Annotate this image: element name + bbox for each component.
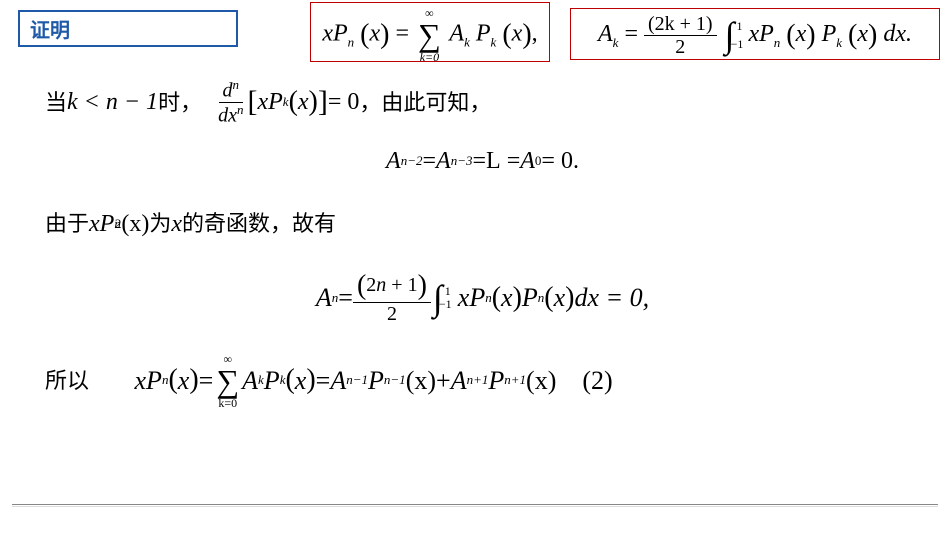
x3: (x) (121, 205, 149, 243)
coefficient-box: Ak = (2k + 1) 2 ∫ 1 −1 xPn (x) Pk (x) dx… (570, 8, 940, 60)
proof-label-text: 证明 (30, 20, 70, 42)
eq-tag: (2) (582, 360, 612, 402)
deriv-frac: dn dxn (214, 78, 247, 126)
lparen: ( (360, 19, 369, 50)
dx: dx. (883, 21, 912, 47)
P: P (476, 21, 491, 47)
line-final: 所以 xPn (x) = ∞ ∑ k=0 Ak Pk (x) = An−1 Pn… (45, 353, 920, 409)
line-derivative: 当 k < n − 1 时， dn dxn [ xPk (x) ] = 0 ，由… (45, 78, 920, 126)
rparen: ) (380, 19, 389, 50)
xx3: x (171, 205, 182, 243)
lbracket: [ (247, 78, 257, 126)
A: A (449, 21, 464, 47)
mid3: 为 (149, 206, 171, 241)
line-odd-function: 由于 xPn2 (x) 为 x 的奇函数，故有 (45, 205, 920, 243)
lparen2: ( (502, 19, 511, 50)
expansion-box: xPn (x) = ∞ ∑ k=0 Ak Pk (x), (310, 2, 550, 62)
comma: , (532, 21, 538, 47)
L: L (486, 142, 501, 180)
integral4: ∫ 1 −1 (433, 284, 443, 313)
P2: P (822, 21, 837, 47)
A-sub: k (464, 34, 470, 49)
integral: ∫ 1 −1 (725, 21, 735, 50)
exp-sub-n: n (348, 34, 355, 49)
zero: = 0. (541, 142, 579, 180)
eq: = (395, 21, 415, 47)
eq-zero: = 0 (328, 83, 360, 121)
xP3: xP (89, 205, 114, 243)
rparen2: ) (522, 19, 531, 50)
exp-x: x (370, 21, 381, 47)
sum-op: ∞ ∑ k=0 (418, 7, 441, 63)
content: 当 k < n − 1 时， dn dxn [ xPk (x) ] = 0 ，由… (45, 78, 920, 425)
cond: k < n − 1 (67, 83, 158, 121)
eq2: = (624, 21, 644, 47)
so: 所以 (45, 363, 89, 398)
line-An-zero: An = (2n + 1) 2 ∫ 1 −1 xPn (x) Pn (x) dx… (45, 271, 920, 325)
line-A-zeros: An−2 = An−3 = L = A0 = 0. (45, 142, 920, 180)
coef-num: (2k + 1) (644, 13, 717, 36)
dx4: dx = 0, (575, 277, 650, 319)
rbracket: ] (318, 78, 328, 126)
shi: 时， (158, 85, 202, 120)
coef-den: 2 (671, 36, 689, 58)
An-frac: (2n + 1) 2 (353, 271, 431, 325)
exp-lhs: xP (322, 21, 347, 47)
Ak-sub: k (613, 35, 619, 50)
when: 当 (45, 85, 67, 120)
P-sub: k (491, 34, 497, 49)
Ak: A (598, 21, 613, 47)
x2: x (512, 21, 523, 47)
P2-sub: k (836, 35, 842, 50)
tail1: ，由此可知， (359, 85, 491, 120)
sum5: ∞ ∑ k=0 (216, 353, 239, 409)
int-sub-n: n (774, 35, 781, 50)
pre3: 由于 (45, 206, 89, 241)
bracket-inner: xP (257, 83, 282, 121)
tail3: 的奇函数，故有 (182, 206, 336, 241)
coef-frac: (2k + 1) 2 (644, 13, 717, 58)
integrand: xP (748, 21, 773, 47)
proof-label: 证明 (18, 10, 238, 47)
footer-divider (12, 504, 938, 505)
